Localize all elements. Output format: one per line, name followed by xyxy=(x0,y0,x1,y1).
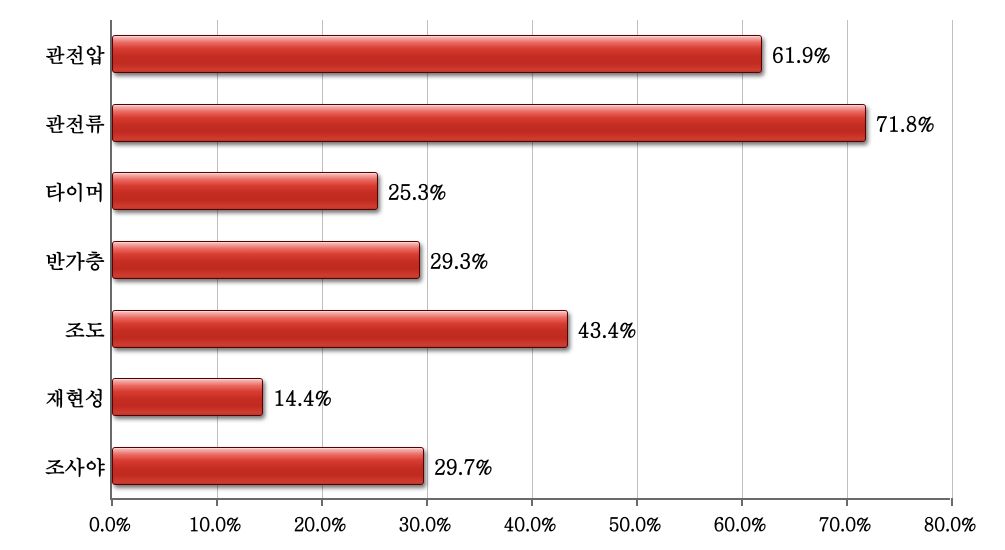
bar xyxy=(112,447,424,485)
x-tick-label: 60.0% xyxy=(714,512,767,537)
x-tick-mark xyxy=(951,498,953,506)
x-tick-mark xyxy=(216,498,218,506)
x-tick-label: 40.0% xyxy=(504,512,557,537)
y-tick-label: 반가층 xyxy=(45,246,105,275)
y-tick-label: 조사야 xyxy=(45,451,105,480)
bar-value-label: 29.7% xyxy=(434,451,493,480)
plot-area xyxy=(110,20,950,500)
x-tick-label: 10.0% xyxy=(189,512,242,537)
y-tick-label: 재현성 xyxy=(45,383,105,412)
x-tick-mark xyxy=(111,498,113,506)
grid-line xyxy=(952,20,953,498)
x-tick-label: 70.0% xyxy=(819,512,872,537)
bar-value-label: 14.4% xyxy=(273,383,332,412)
y-tick-label: 조도 xyxy=(65,314,105,343)
bar xyxy=(112,35,762,73)
x-tick-mark xyxy=(321,498,323,506)
x-tick-label: 0.0% xyxy=(89,512,131,537)
bar xyxy=(112,241,420,279)
grid-line xyxy=(427,20,428,498)
x-tick-mark xyxy=(636,498,638,506)
grid-line xyxy=(742,20,743,498)
grid-line xyxy=(532,20,533,498)
x-tick-label: 30.0% xyxy=(399,512,452,537)
bar xyxy=(112,378,263,416)
bar-value-label: 71.8% xyxy=(876,108,935,137)
bar-chart-horizontal: 0.0% 10.0% 20.0% 30.0% 40.0% 50.0% 60.0% 70.0% 8… xyxy=(0,0,1005,550)
y-tick-label: 타이머 xyxy=(45,177,105,206)
bar-value-label: 25.3% xyxy=(388,177,447,206)
bar xyxy=(112,172,378,210)
y-tick-label: 관전류 xyxy=(45,108,105,137)
bar xyxy=(112,104,866,142)
x-tick-mark xyxy=(426,498,428,506)
bar-value-label: 29.3% xyxy=(430,246,489,275)
x-tick-mark xyxy=(846,498,848,506)
x-tick-label: 80.0% xyxy=(924,512,977,537)
grid-line xyxy=(847,20,848,498)
bar-value-label: 43.4% xyxy=(578,314,637,343)
grid-line xyxy=(637,20,638,498)
bar xyxy=(112,310,568,348)
x-tick-mark xyxy=(741,498,743,506)
x-tick-label: 20.0% xyxy=(294,512,347,537)
x-tick-mark xyxy=(531,498,533,506)
y-tick-label: 관전압 xyxy=(45,40,105,69)
x-tick-label: 50.0% xyxy=(609,512,662,537)
bar-value-label: 61.9% xyxy=(772,40,831,69)
